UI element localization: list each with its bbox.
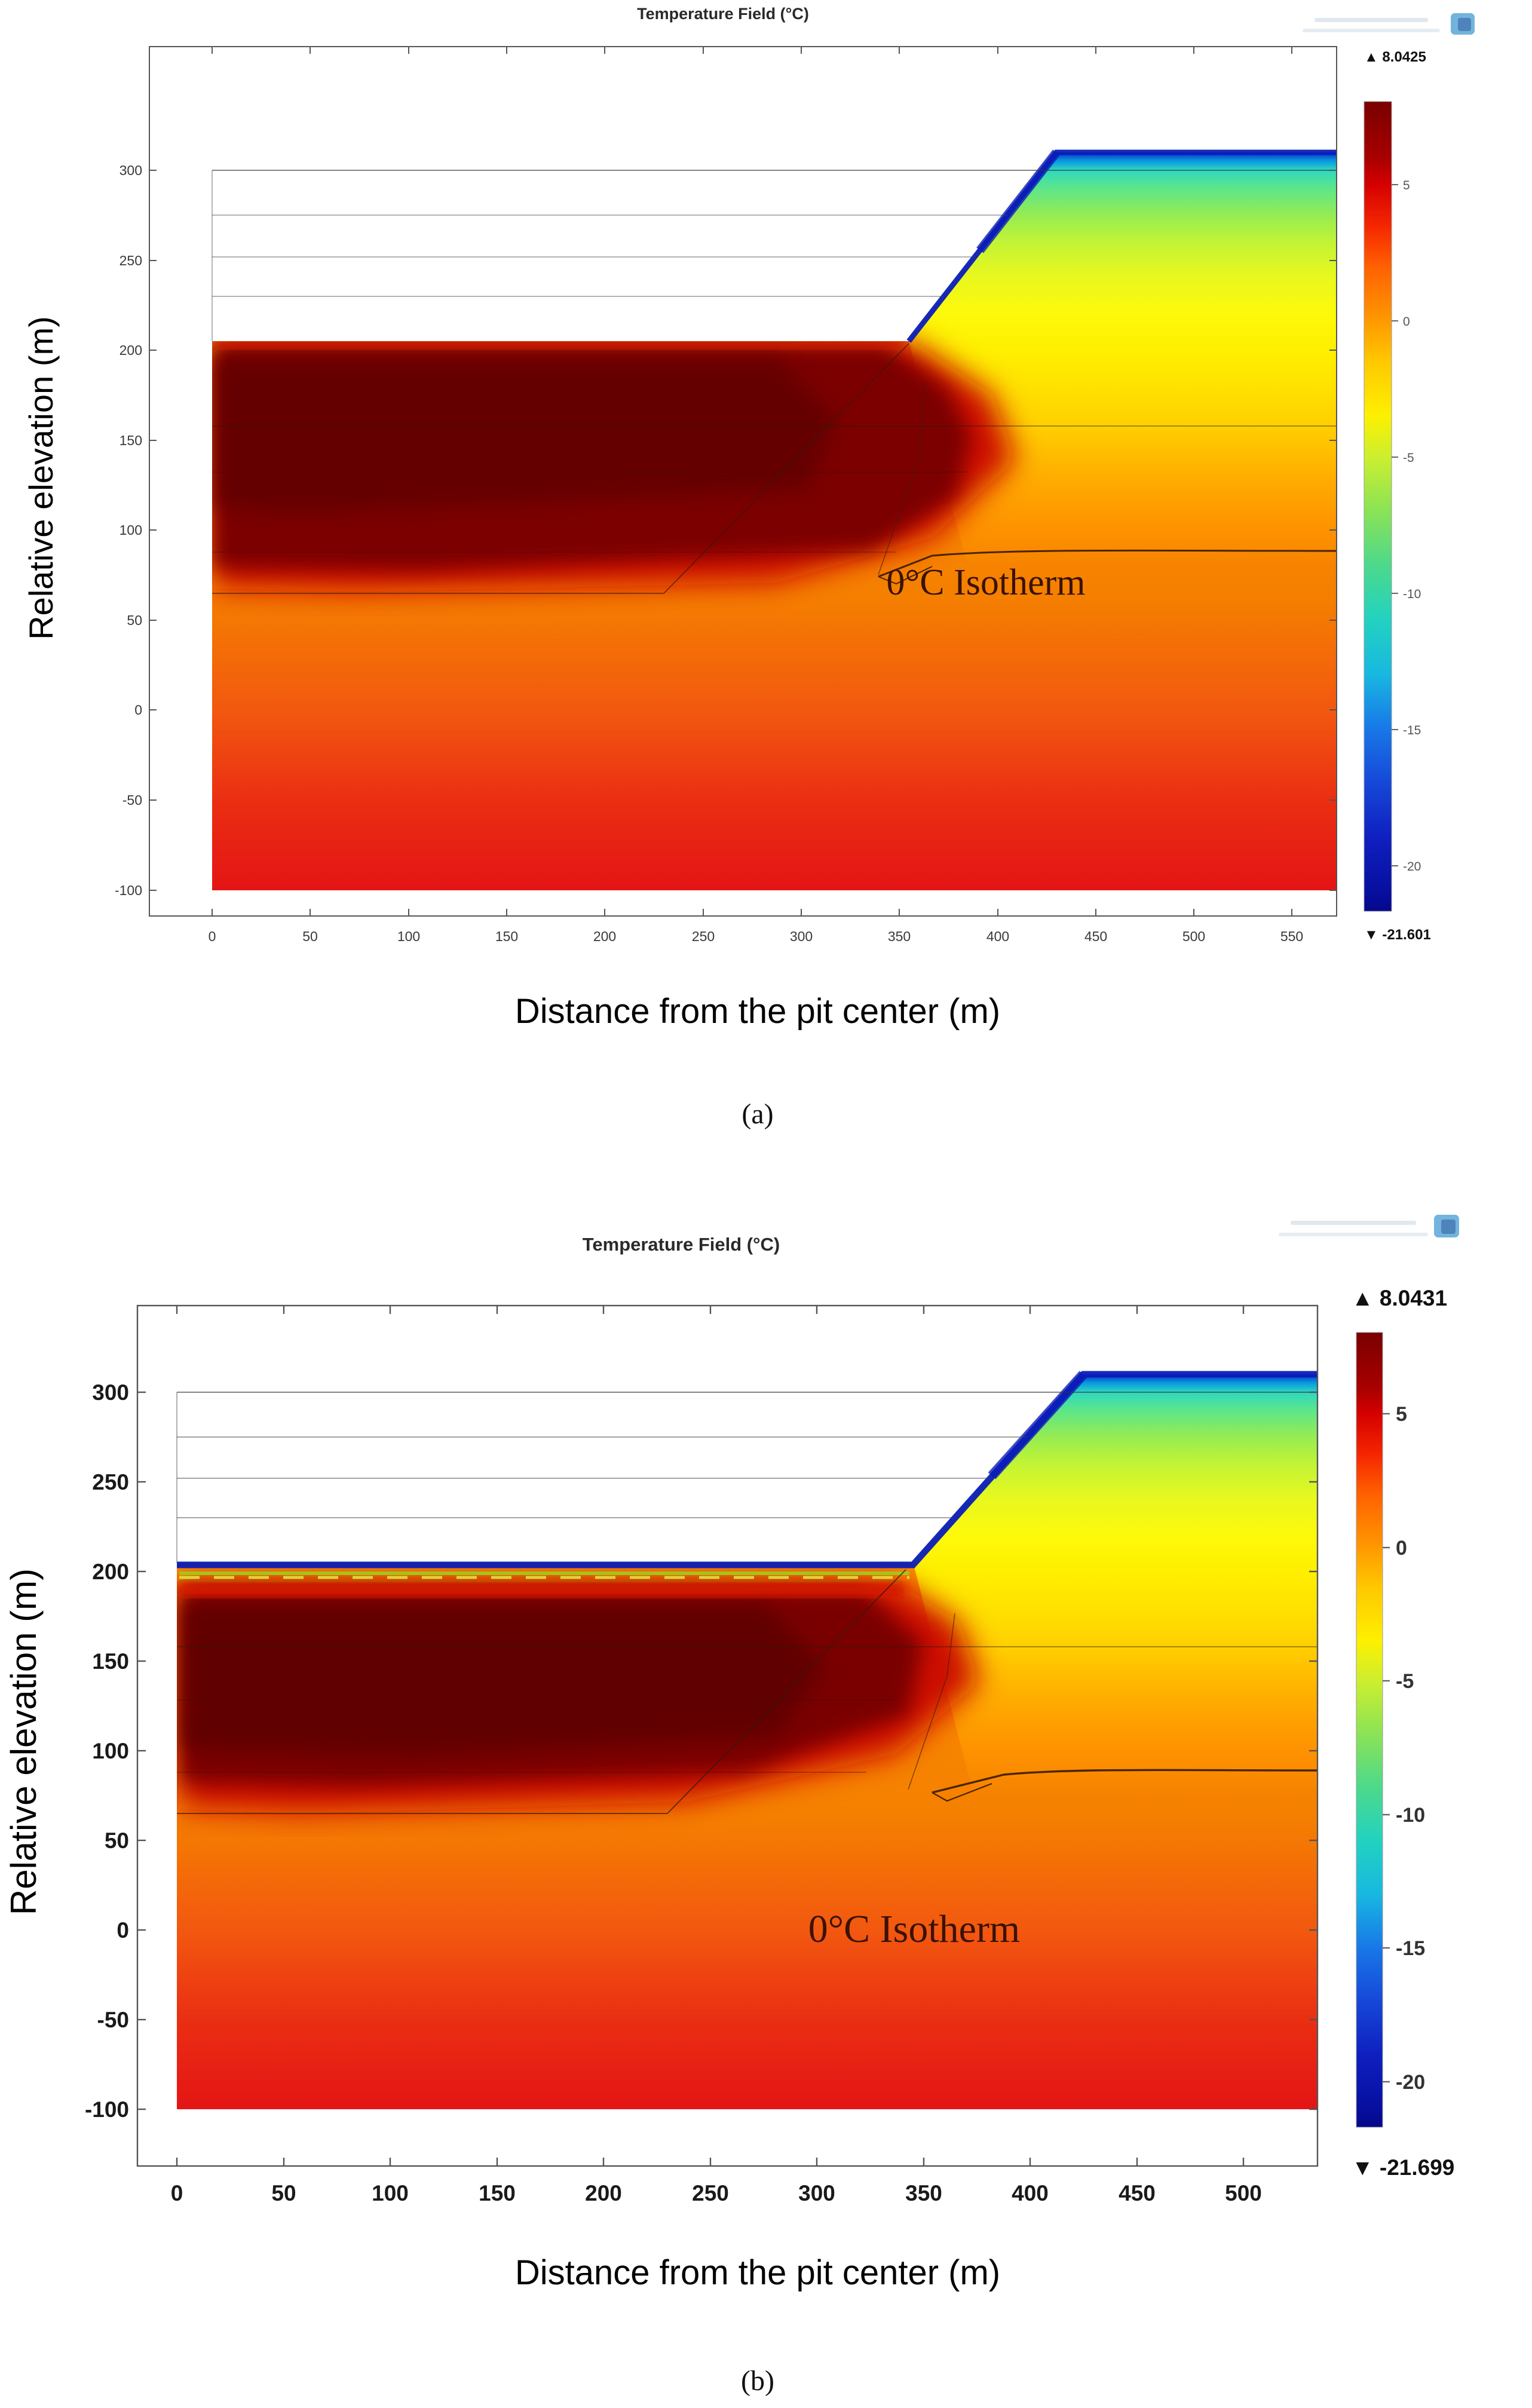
colorbar-min-label: ▼ -21.601 xyxy=(1364,927,1431,943)
colorbar-tick-label: -5 xyxy=(1396,1670,1414,1693)
y-tick-label: 50 xyxy=(127,612,142,628)
x-tick-label: 0 xyxy=(209,929,216,944)
y-tick-label: 0 xyxy=(134,702,142,718)
x-tick-label: 500 xyxy=(1182,929,1205,944)
figure-a-field xyxy=(212,149,1337,890)
colorbar-tick-label: -10 xyxy=(1396,1804,1425,1827)
figure-b-field xyxy=(177,1371,1317,2109)
x-tick-label: 150 xyxy=(479,2181,516,2205)
y-tick-label: 300 xyxy=(92,1380,129,1405)
y-tick-label: -100 xyxy=(115,883,142,898)
x-tick-label: 450 xyxy=(1119,2181,1156,2205)
colorbar-max-label: ▲ 8.0431 xyxy=(1352,1286,1447,1310)
colorbar-tick-label: 0 xyxy=(1403,315,1410,329)
y-tick-label: 250 xyxy=(92,1470,129,1494)
x-tick-label: 100 xyxy=(397,929,420,944)
colorbar-tick-label: -10 xyxy=(1403,587,1421,601)
figure-b-caption: (b) xyxy=(741,2365,774,2397)
x-tick-label: 250 xyxy=(692,2181,729,2205)
colorbar-min-label: ▼ -21.699 xyxy=(1352,2155,1454,2180)
x-tick-label: 200 xyxy=(593,929,616,944)
x-tick-label: 250 xyxy=(692,929,715,944)
y-tick-label: 0 xyxy=(117,1918,129,1943)
figure-b-contours xyxy=(176,1392,1318,1814)
y-tick-label: 50 xyxy=(105,1828,129,1853)
x-tick-label: 50 xyxy=(302,929,318,944)
figure-b-x-axis-label: Distance from the pit center (m) xyxy=(515,2253,1000,2292)
figure-b-isotherm-label: 0°C Isotherm xyxy=(808,1907,1021,1951)
y-tick-label: 100 xyxy=(92,1739,129,1763)
figure-a-isotherm-label: 0°C Isotherm xyxy=(886,562,1085,603)
x-tick-label: 400 xyxy=(1012,2181,1049,2205)
figure-a-caption: (a) xyxy=(742,1098,773,1130)
colorbar-max-label: ▲ 8.0425 xyxy=(1364,49,1426,65)
colorbar-tick-label: -20 xyxy=(1396,2071,1425,2094)
y-tick-label: 150 xyxy=(120,433,142,448)
x-tick-label: 350 xyxy=(888,929,911,944)
figure-a-contours xyxy=(212,170,1337,594)
y-tick-label: 200 xyxy=(120,342,142,358)
y-tick-label: 300 xyxy=(120,163,142,178)
watermark-logo-icon xyxy=(1303,13,1475,35)
colorbar-tick-label: 5 xyxy=(1403,179,1410,192)
x-tick-label: 500 xyxy=(1225,2181,1262,2205)
x-tick-label: 200 xyxy=(585,2181,622,2205)
figure-b-plot: Temperature Field (°C) Relative elevatio… xyxy=(4,1215,1459,2397)
figure-a-title: Temperature Field (°C) xyxy=(637,5,809,23)
figure-a-plot: Temperature Field (°C) Relative elevatio… xyxy=(22,5,1475,1130)
figure-b-y-axis-label: Relative elevation (m) xyxy=(4,1568,44,1915)
colorbar-tick-label: -20 xyxy=(1403,860,1421,874)
x-tick-label: 300 xyxy=(790,929,813,944)
y-tick-label: 150 xyxy=(92,1649,129,1674)
x-tick-label: 400 xyxy=(986,929,1009,944)
figure-a-axes: 0 50 100 150 200 250 300 350 400 450 500… xyxy=(115,46,1337,944)
colorbar-tick-label: -5 xyxy=(1403,451,1414,465)
figure-b-colorbar: ▲ 8.0431 5 0 -5 -10 -15 -20 ▼ -21.699 xyxy=(1352,1286,1454,2180)
x-tick-label: 100 xyxy=(372,2181,409,2205)
y-tick-label: 250 xyxy=(120,253,142,268)
figure-b-axes: 0 50 100 150 200 250 300 350 400 450 500… xyxy=(85,1304,1319,2205)
x-tick-label: 350 xyxy=(905,2181,942,2205)
colorbar-tick-label: 0 xyxy=(1396,1537,1407,1560)
colorbar-tick-label: 5 xyxy=(1396,1403,1407,1426)
y-tick-label: -50 xyxy=(122,792,142,808)
x-tick-label: 450 xyxy=(1084,929,1107,944)
y-tick-label: -50 xyxy=(97,2008,129,2032)
colorbar-tick-label: -15 xyxy=(1403,724,1421,737)
y-tick-label: -100 xyxy=(85,2097,129,2122)
x-tick-label: 300 xyxy=(798,2181,835,2205)
watermark-logo-icon xyxy=(1279,1215,1459,1237)
colorbar-tick-label: -15 xyxy=(1396,1937,1425,1960)
figure-b-title: Temperature Field (°C) xyxy=(583,1234,780,1255)
y-tick-label: 100 xyxy=(120,522,142,538)
x-tick-label: 0 xyxy=(171,2181,183,2205)
x-tick-label: 150 xyxy=(495,929,518,944)
x-tick-label: 50 xyxy=(271,2181,296,2205)
figure-a-x-axis-label: Distance from the pit center (m) xyxy=(515,992,1000,1031)
x-tick-label: 550 xyxy=(1280,929,1303,944)
y-tick-label: 200 xyxy=(92,1560,129,1584)
figure-a-colorbar: ▲ 8.0425 5 0 -5 -10 -15 -20 ▼ -21.601 xyxy=(1364,49,1431,943)
figure-a-y-axis-label: Relative elevation (m) xyxy=(22,316,60,640)
